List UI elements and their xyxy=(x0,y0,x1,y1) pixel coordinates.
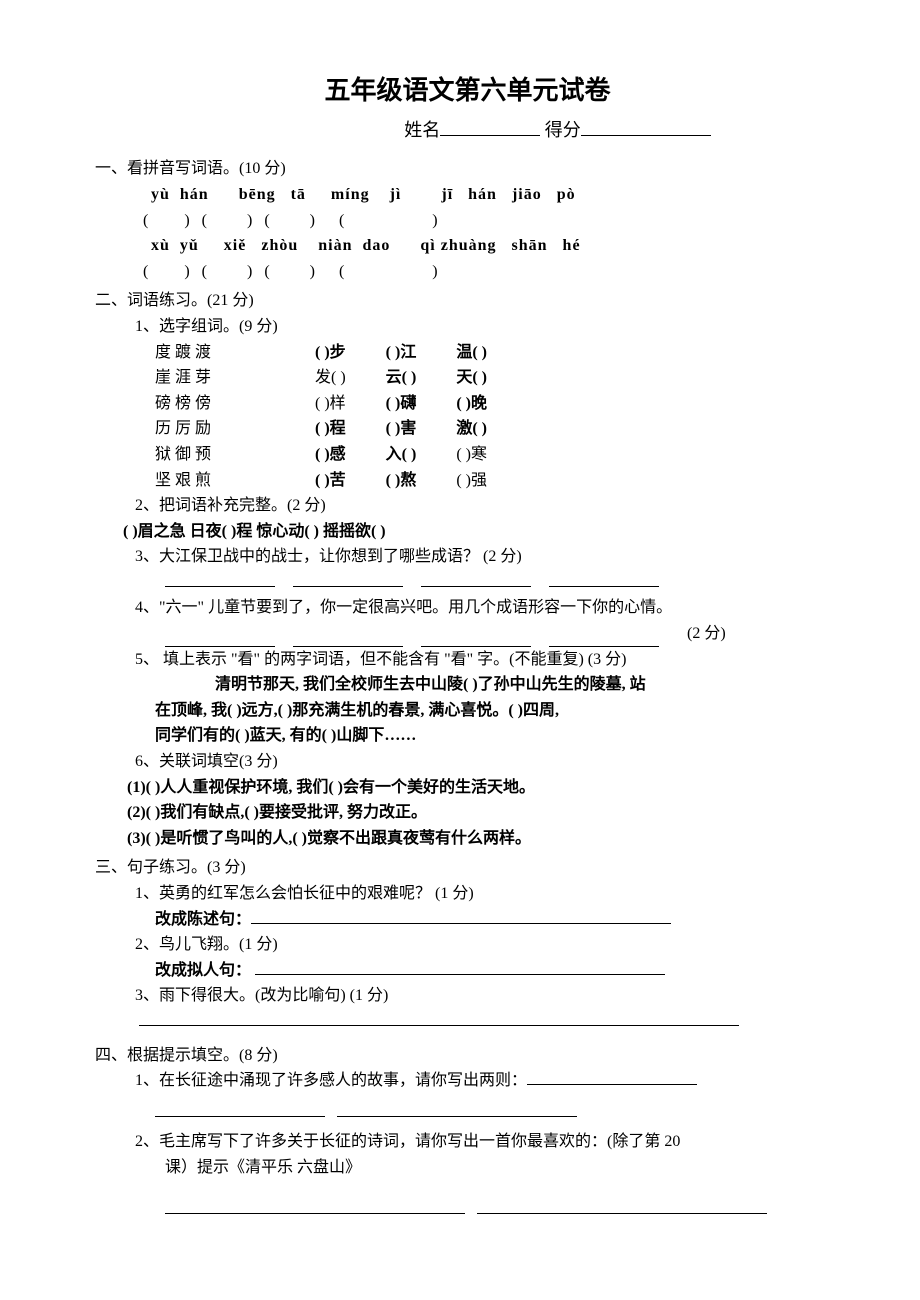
s3q3a: 3、雨下得很大。(改为比喻句) (1 分) xyxy=(95,983,840,1009)
s4q1: 1、在长征途中涌现了许多感人的故事，请你写出两则： xyxy=(95,1068,840,1094)
cell[interactable]: ( )步 xyxy=(315,340,346,366)
cell[interactable]: ( )熬 xyxy=(386,468,417,494)
s4q2-blanks[interactable] xyxy=(95,1197,840,1223)
score-blank[interactable] xyxy=(581,116,711,136)
s2q1-row[interactable]: 狱 御 预 ( )感 入( ) ( )寒 xyxy=(95,442,840,468)
paren-row-1[interactable]: ( ) ( ) ( ) ( ) xyxy=(95,208,840,234)
s2q1-row[interactable]: 历 厉 励 ( )程 ( )害 激( ) xyxy=(95,416,840,442)
s2q4-blanks[interactable]: (2 分) xyxy=(95,621,840,647)
s2q1-head: 1、选字组词。(9 分) xyxy=(95,314,840,340)
s3q2b-label: 改成拟人句： xyxy=(155,962,251,979)
s2q5-head: 5、 填上表示 "看" 的两字词语，但不能含有 "看" 字。(不能重复) (3 … xyxy=(95,647,840,673)
s4q1-blanks[interactable] xyxy=(95,1100,840,1126)
chars: 度 踱 渡 xyxy=(155,340,315,366)
cell[interactable]: 发( ) xyxy=(315,365,346,391)
name-label: 姓名 xyxy=(404,120,440,140)
cell[interactable]: ( )晚 xyxy=(456,391,487,417)
s4q2b: 课）提示《清平乐 六盘山》 xyxy=(95,1155,840,1181)
name-score-line: 姓名 得分 xyxy=(95,116,840,145)
s3q2a: 2、鸟儿飞翔。(1 分) xyxy=(95,932,840,958)
s2q3-blanks[interactable] xyxy=(95,570,840,596)
score-label: 得分 xyxy=(545,120,581,140)
s2q1-row[interactable]: 崖 涯 芽 发( ) 云( ) 天( ) xyxy=(95,365,840,391)
paren-row-2[interactable]: ( ) ( ) ( ) ( ) xyxy=(95,259,840,285)
s2q1-rows: 度 踱 渡 ( )步 ( )江 温( ) 崖 涯 芽 发( ) 云( ) 天( … xyxy=(95,340,840,494)
s3q1a: 1、英勇的红军怎么会怕长征中的艰难呢？ (1 分) xyxy=(95,881,840,907)
name-blank[interactable] xyxy=(440,116,540,136)
s4q1-blank1[interactable] xyxy=(527,1069,697,1085)
s3q1b[interactable]: 改成陈述句： xyxy=(95,907,840,933)
cell[interactable]: 云( ) xyxy=(386,365,417,391)
exam-page: 五年级语文第六单元试卷 姓名 得分 一、看拼音写词语。(10 分) yù hán… xyxy=(0,0,920,1262)
s3q1b-label: 改成陈述句： xyxy=(155,911,251,928)
cell[interactable]: ( )感 xyxy=(315,442,346,468)
s2q1-row[interactable]: 坚 艰 煎 ( )苦 ( )熬 ( )强 xyxy=(95,468,840,494)
section4-head: 四、根据提示填空。(8 分) xyxy=(95,1043,840,1069)
s4q1-text: 1、在长征途中涌现了许多感人的故事，请你写出两则： xyxy=(135,1072,527,1089)
pinyin-row-1: yù hán bēng tā míng jì jī hán jiāo pò xyxy=(95,182,840,208)
cell[interactable]: 激( ) xyxy=(456,416,487,442)
cell[interactable]: ( )程 xyxy=(315,416,346,442)
cell[interactable]: 天( ) xyxy=(456,365,487,391)
cell[interactable]: ( )强 xyxy=(456,468,487,494)
cell[interactable]: ( )样 xyxy=(315,391,346,417)
s2q5-c[interactable]: 在顶峰, 我( )远方,( )那充满生机的春景, 满心喜悦。( )四周, xyxy=(95,698,840,724)
chars: 崖 涯 芽 xyxy=(155,365,315,391)
cell[interactable]: ( )苦 xyxy=(315,468,346,494)
s3q3-blank[interactable] xyxy=(95,1009,840,1035)
s2q4-score: (2 分) xyxy=(687,621,726,647)
cell[interactable]: ( )寒 xyxy=(456,442,487,468)
pinyin-row-2: xù yǔ xiě zhòu niàn dao qì zhuàng shān h… xyxy=(95,233,840,259)
cell[interactable]: 入( ) xyxy=(386,442,417,468)
chars: 坚 艰 煎 xyxy=(155,468,315,494)
s2q3-head: 3、大江保卫战中的战士，让你想到了哪些成语？ (2 分) xyxy=(95,544,840,570)
s2q6-head: 6、关联词填空(3 分) xyxy=(95,749,840,775)
chars: 磅 榜 傍 xyxy=(155,391,315,417)
s2q6-2[interactable]: (2)( )我们有缺点,( )要接受批评, 努力改正。 xyxy=(95,800,840,826)
cell[interactable]: ( )害 xyxy=(386,416,417,442)
cell[interactable]: ( )江 xyxy=(386,340,417,366)
s2q1-row[interactable]: 度 踱 渡 ( )步 ( )江 温( ) xyxy=(95,340,840,366)
s3q2b[interactable]: 改成拟人句： xyxy=(95,958,840,984)
s2q6-1[interactable]: (1)( )人人重视保护环境, 我们( )会有一个美好的生活天地。 xyxy=(95,775,840,801)
page-title: 五年级语文第六单元试卷 xyxy=(95,70,840,112)
chars: 狱 御 预 xyxy=(155,442,315,468)
cell[interactable]: ( )礴 xyxy=(386,391,417,417)
section1-head: 一、看拼音写词语。(10 分) xyxy=(95,156,840,182)
section3-head: 三、句子练习。(3 分) xyxy=(95,855,840,881)
section2-head: 二、词语练习。(21 分) xyxy=(95,288,840,314)
chars: 历 厉 励 xyxy=(155,416,315,442)
s2q2-head: 2、把词语补充完整。(2 分) xyxy=(95,493,840,519)
s2q6-3[interactable]: (3)( )是听惯了鸟叫的人,( )觉察不出跟真夜莺有什么两样。 xyxy=(95,826,840,852)
s2q4-head: 4、"六一" 儿童节要到了，你一定很高兴吧。用几个成语形容一下你的心情。 xyxy=(95,595,840,621)
s2q5-d[interactable]: 同学们有的( )蓝天, 有的( )山脚下…… xyxy=(95,723,840,749)
s2q1-row[interactable]: 磅 榜 傍 ( )样 ( )礴 ( )晚 xyxy=(95,391,840,417)
cell[interactable]: 温( ) xyxy=(456,340,487,366)
s2q5-b[interactable]: 清明节那天, 我们全校师生去中山陵( )了孙中山先生的陵墓, 站 xyxy=(95,672,840,698)
s2q2-line[interactable]: ( )眉之急 日夜( )程 惊心动( ) 摇摇欲( ) xyxy=(95,519,840,545)
s4q2a: 2、毛主席写下了许多关于长征的诗词，请你写出一首你最喜欢的：(除了第 20 xyxy=(95,1129,840,1155)
